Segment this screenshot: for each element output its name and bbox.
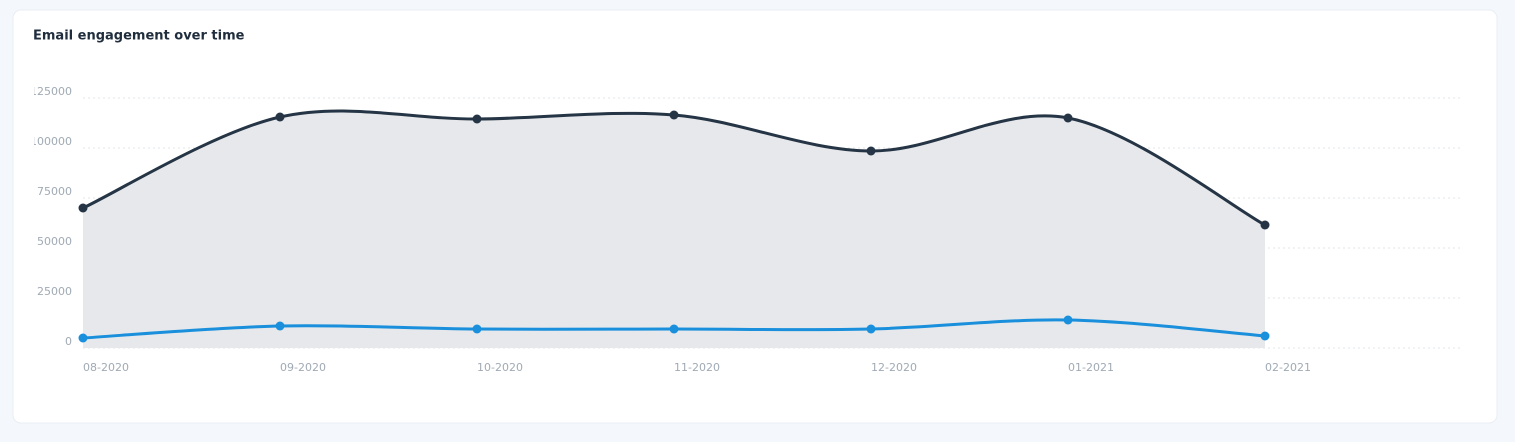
point [866, 146, 876, 156]
y-tick-label: 0 [65, 335, 72, 348]
x-tick-label: 09-2020 [280, 361, 326, 374]
x-tick-label: 02-2021 [1265, 361, 1311, 374]
y-axis: 0 25000 50000 75000 100000 125000 [30, 85, 72, 348]
x-tick-label: 12-2020 [871, 361, 917, 374]
y-tick-label: 25000 [37, 285, 72, 298]
x-tick-label: 08-2020 [83, 361, 129, 374]
x-tick-label: 10-2020 [477, 361, 523, 374]
y-tick-label: 50000 [37, 235, 72, 248]
area [83, 110, 1265, 348]
point [275, 321, 285, 331]
y-tick-label: 125000 [30, 85, 72, 98]
point [472, 324, 482, 334]
point [669, 110, 679, 120]
point [669, 324, 679, 334]
point [1063, 113, 1073, 123]
x-tick-label: 01-2021 [1068, 361, 1114, 374]
point [78, 203, 88, 213]
x-tick-label: 11-2020 [674, 361, 720, 374]
point [275, 112, 285, 122]
chart-title: Email engagement over time [33, 29, 245, 44]
point [866, 324, 876, 334]
point [1260, 220, 1270, 230]
y-tick-label: 75000 [37, 185, 72, 198]
point [1260, 331, 1270, 341]
point [1063, 315, 1073, 325]
point [472, 114, 482, 124]
y-tick-label: 100000 [30, 135, 72, 148]
point [78, 333, 88, 343]
